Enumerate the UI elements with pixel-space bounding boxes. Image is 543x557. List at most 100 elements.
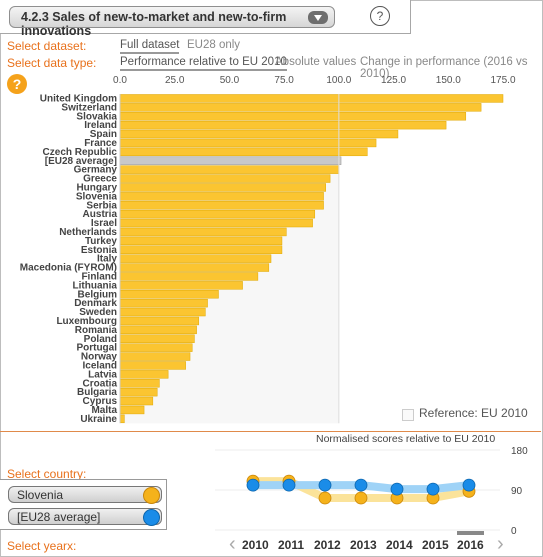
country-list: Slovenia [EU28 average] (0, 479, 167, 530)
year-2016[interactable]: 2016 (457, 538, 484, 552)
bar (119, 138, 377, 148)
bar (119, 227, 287, 237)
country-label: Turkey (85, 236, 117, 247)
country-label: Croatia (83, 378, 118, 389)
year-2010[interactable]: 2010 (242, 538, 269, 552)
series-point (318, 478, 332, 492)
indicator-select[interactable]: 4.2.3 Sales of new-to-market and new-to-… (9, 6, 335, 38)
datatype-option-relative[interactable]: Performance relative to EU 2010 (120, 56, 287, 71)
bar (119, 352, 191, 361)
bar (119, 201, 324, 210)
country-label: Slovakia (76, 111, 117, 122)
country-label: Latvia (88, 369, 117, 380)
country-label: Poland (84, 334, 117, 345)
x-tick-label: 75.0 (274, 75, 294, 86)
series-point (318, 491, 332, 505)
country-label: Ukraine (80, 414, 117, 425)
country-label: Lithuania (73, 280, 118, 291)
country-label: Finland (81, 272, 117, 283)
bar-chart: 0.0 25.0 50.0 75.0 100.0 125.0 150.0 175.0 Unite… (20, 75, 516, 425)
indicator-select-label: 4.2.3 Sales of new-to-market and new-to-… (21, 10, 287, 38)
section-divider (0, 431, 541, 432)
bar (119, 120, 447, 130)
blue-dot-icon (143, 509, 160, 526)
bar (119, 405, 145, 415)
datatype-option-absolute[interactable]: Absolute values (275, 56, 357, 68)
series-point (354, 478, 368, 492)
dataset-option-eu28[interactable]: EU28 only (187, 39, 241, 51)
series-point (390, 482, 404, 496)
country-label: Bulgaria (77, 387, 117, 398)
series-point (246, 478, 260, 492)
dataset-label: Select dataset: (7, 39, 87, 53)
bar (119, 343, 193, 352)
bar (119, 396, 154, 406)
x-tick-label: 25.0 (165, 75, 185, 86)
yellow-dot-icon (143, 487, 160, 504)
dataset-option-full[interactable]: Full dataset (120, 39, 180, 54)
country-label: Denmark (74, 298, 117, 309)
year-2014[interactable]: 2014 (386, 538, 413, 552)
bar (119, 245, 283, 254)
bar (119, 414, 125, 424)
selected-year-marker (457, 531, 484, 535)
country-label: Malta (91, 405, 117, 416)
prev-year-arrow-icon[interactable]: ‹ (229, 533, 236, 555)
country-label: Iceland (83, 361, 117, 372)
bar (119, 361, 186, 370)
line-chart: 180 90 0 (215, 446, 528, 537)
country-pill-eu28[interactable]: [EU28 average] (8, 508, 162, 526)
country-label: Netherlands (59, 227, 117, 238)
country-label: Luxembourg (56, 316, 117, 327)
bar (119, 103, 482, 112)
country-label: Estonia (81, 245, 118, 256)
country-label: France (84, 138, 117, 149)
bar (119, 263, 270, 272)
bar (119, 290, 219, 299)
country-label: Norway (81, 352, 118, 363)
bar (119, 147, 368, 157)
y-tick-label: 180 (511, 446, 528, 457)
help-icon[interactable]: ? (370, 6, 390, 26)
country-label: Israel (91, 218, 117, 229)
country-pill-label: Slovenia (17, 488, 64, 502)
bar (119, 236, 283, 246)
country-label: Hungary (76, 183, 117, 194)
x-tick-label: 0.0 (113, 75, 127, 86)
x-tick-label: 100.0 (326, 75, 351, 86)
bar (119, 272, 259, 281)
bar (119, 370, 169, 379)
reference-checkbox[interactable] (402, 409, 414, 421)
chevron-down-icon[interactable] (308, 11, 328, 24)
year-2012[interactable]: 2012 (314, 538, 341, 552)
year-2015[interactable]: 2015 (422, 538, 449, 552)
select-country-label: Select country: (7, 467, 87, 481)
next-year-arrow-icon[interactable]: › (497, 533, 504, 555)
x-tick-label: 125.0 (381, 75, 406, 86)
series-point (462, 478, 476, 492)
country-pill-slovenia[interactable]: Slovenia (8, 486, 162, 504)
country-label: Romania (75, 325, 118, 336)
country-label: Austria (83, 209, 118, 220)
question-icon[interactable]: ? (7, 74, 27, 94)
bar (119, 387, 158, 397)
bar (119, 307, 206, 317)
bar (119, 325, 197, 335)
bar (119, 209, 316, 219)
bar (119, 156, 342, 165)
series-point (282, 478, 296, 492)
year-2013[interactable]: 2013 (350, 538, 377, 552)
country-label: Belgium (78, 289, 118, 300)
bar (119, 254, 272, 263)
bar (119, 112, 467, 121)
bar (119, 218, 313, 228)
year-2011[interactable]: 2011 (278, 538, 305, 552)
country-label: United Kingdom (40, 94, 117, 105)
country-label: Germany (74, 165, 118, 176)
datatype-option-change[interactable]: Change in performance (2016 vs 2010) (360, 56, 528, 80)
series-point (426, 482, 440, 496)
select-year-label: Select yearx: (7, 539, 77, 553)
line-chart-title: Normalised scores relative to EU 2010 (316, 433, 496, 445)
country-label: Macedonia (FYROM) (20, 263, 117, 274)
x-tick-label: 175.0 (490, 75, 515, 86)
